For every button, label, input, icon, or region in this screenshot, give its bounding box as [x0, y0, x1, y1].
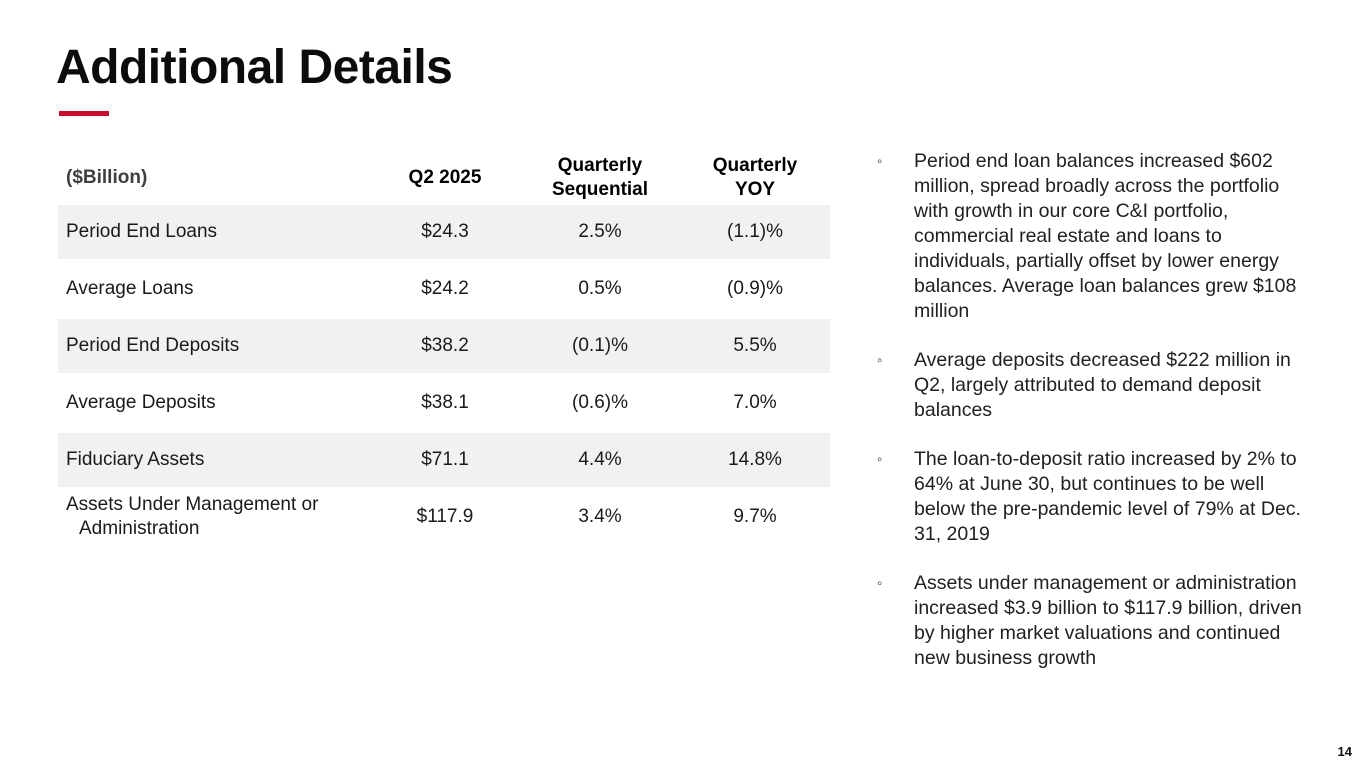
list-item: ◦ Assets under management or administrat… [876, 571, 1312, 671]
bullet-marker-icon: ◦ [877, 352, 883, 369]
row-label: Assets Under Management or Administratio… [58, 488, 370, 547]
bullet-text: Period end loan balances increased $602 … [914, 150, 1297, 322]
cell-quarterly-yoy: 9.7% [680, 488, 830, 547]
list-item: ◦ The loan-to-deposit ratio increased by… [876, 447, 1312, 547]
row-label: Fiduciary Assets [58, 431, 370, 490]
bullet-marker-icon: ◦ [877, 153, 883, 170]
cell-q2-2025: $117.9 [370, 488, 520, 547]
table-col-q2-2025: Q2 2025 [408, 166, 482, 188]
bullet-list: ◦ Period end loan balances increased $60… [876, 149, 1312, 695]
cell-q2-2025: $24.3 [370, 205, 520, 262]
cell-quarterly-sequential: 2.5% [520, 205, 680, 262]
cell-q2-2025: $38.1 [370, 374, 520, 433]
bullet-text: Average deposits decreased $222 million … [914, 349, 1291, 421]
list-item: ◦ Period end loan balances increased $60… [876, 149, 1312, 324]
bullet-text: The loan-to-deposit ratio increased by 2… [914, 448, 1301, 545]
page-number: 14 [1337, 744, 1352, 759]
cell-q2-2025: $38.2 [370, 317, 520, 376]
cell-quarterly-yoy: 5.5% [680, 317, 830, 376]
table-header-row: ($Billion) Q2 2025 Quarterly Sequential … [58, 150, 830, 205]
row-label: Average Loans [58, 260, 370, 319]
cell-q2-2025: $24.2 [370, 260, 520, 319]
row-label: Average Deposits [58, 374, 370, 433]
metrics-table: ($Billion) Q2 2025 Quarterly Sequential … [58, 150, 830, 547]
cell-quarterly-yoy: (1.1)% [680, 205, 830, 262]
bullet-marker-icon: ◦ [877, 451, 883, 468]
cell-quarterly-yoy: (0.9)% [680, 260, 830, 319]
table-row: Average Loans $24.2 0.5% (0.9)% [58, 260, 830, 319]
row-label: Period End Loans [58, 205, 370, 262]
row-label: Period End Deposits [58, 317, 370, 376]
cell-quarterly-sequential: (0.1)% [520, 317, 680, 376]
table-row: Average Deposits $38.1 (0.6)% 7.0% [58, 374, 830, 433]
list-item: ◦ Average deposits decreased $222 millio… [876, 348, 1312, 423]
table-col-quarterly-sequential: Quarterly Sequential [551, 154, 649, 200]
cell-quarterly-sequential: 0.5% [520, 260, 680, 319]
cell-quarterly-yoy: 14.8% [680, 431, 830, 490]
page-title: Additional Details [56, 41, 453, 94]
title-underline [59, 111, 109, 116]
table-row: Fiduciary Assets $71.1 4.4% 14.8% [58, 431, 830, 490]
table-unit-label: ($Billion) [66, 166, 148, 188]
table-col-quarterly-yoy: Quarterly YOY [712, 154, 798, 200]
table-row: Assets Under Management or Administratio… [58, 488, 830, 547]
table-row: Period End Loans $24.3 2.5% (1.1)% [58, 205, 830, 262]
bullet-text: Assets under management or administratio… [914, 572, 1302, 669]
cell-quarterly-yoy: 7.0% [680, 374, 830, 433]
cell-quarterly-sequential: 3.4% [520, 488, 680, 547]
cell-quarterly-sequential: 4.4% [520, 431, 680, 490]
table-row: Period End Deposits $38.2 (0.1)% 5.5% [58, 317, 830, 376]
cell-q2-2025: $71.1 [370, 431, 520, 490]
cell-quarterly-sequential: (0.6)% [520, 374, 680, 433]
bullet-marker-icon: ◦ [877, 575, 883, 592]
